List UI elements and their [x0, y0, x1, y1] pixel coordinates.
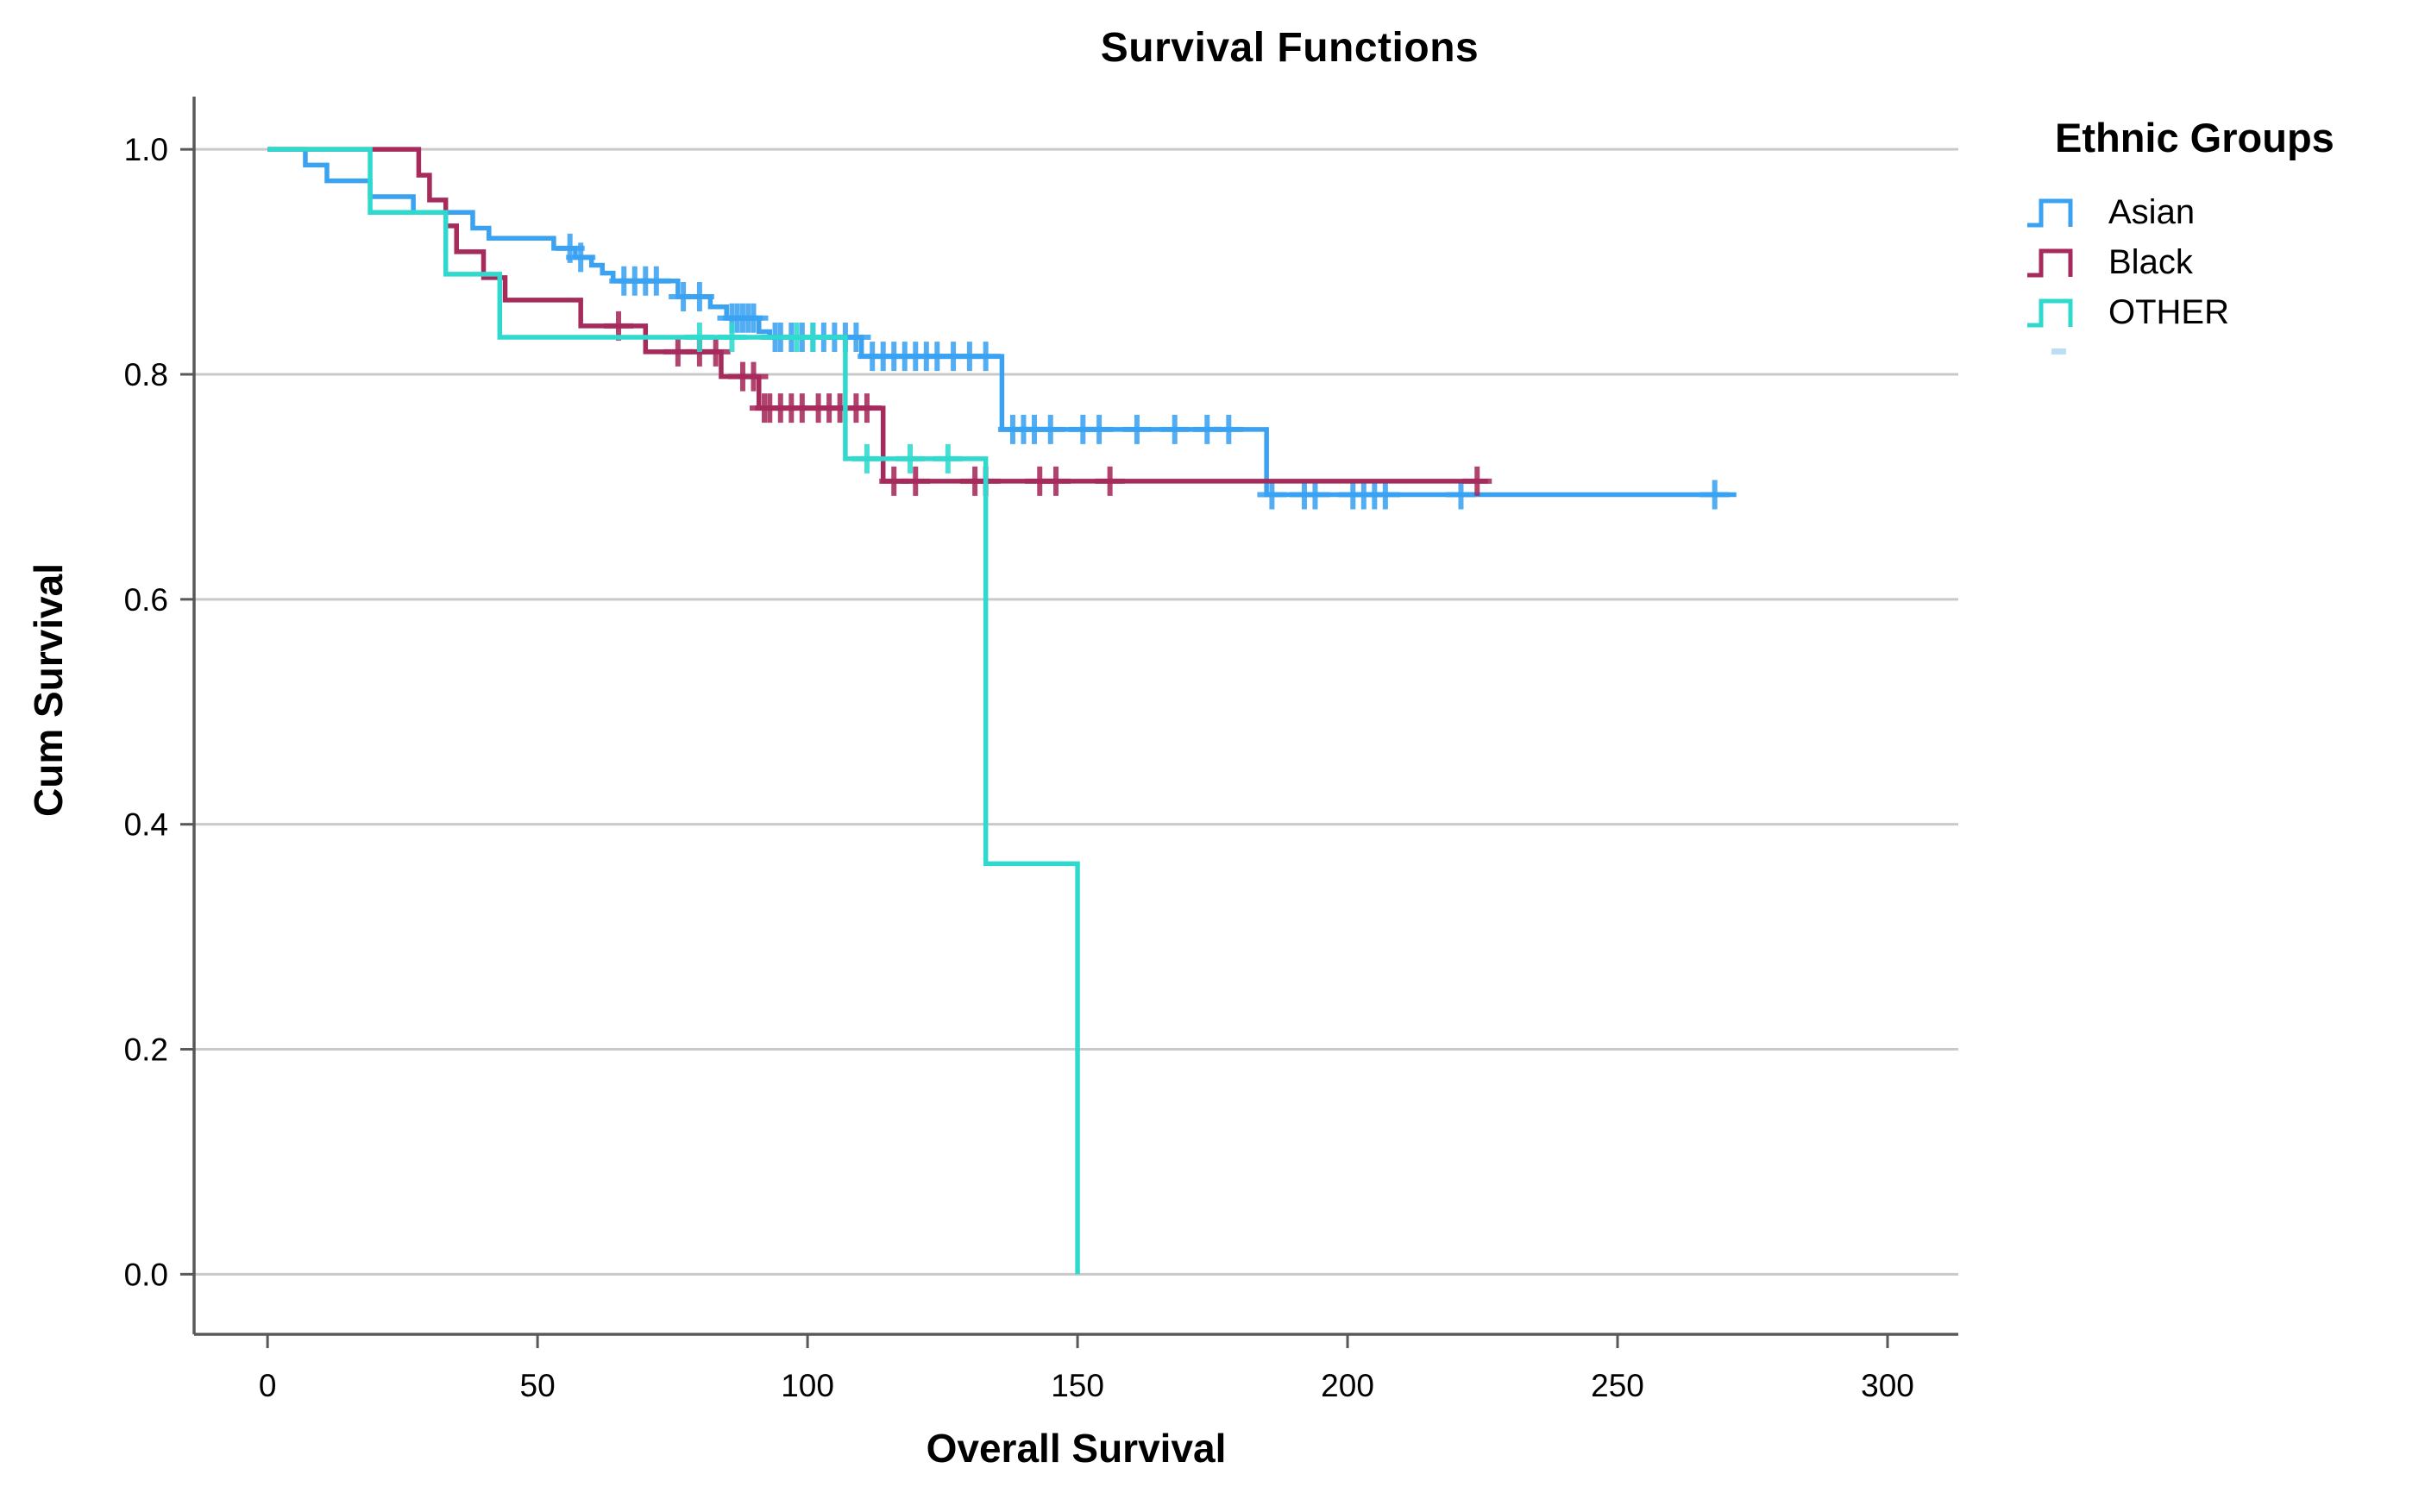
x-tick-label: 300: [1861, 1368, 1914, 1403]
x-tick-label: 0: [259, 1368, 277, 1403]
y-tick-label: 0.8: [124, 357, 168, 392]
x-axis-title: Overall Survival: [926, 1426, 1227, 1471]
other-step-line-icon: [2027, 298, 2073, 328]
x-tick-label: 150: [1051, 1368, 1104, 1403]
y-tick-label: 0.2: [124, 1032, 168, 1068]
legend-extra-mark: [2051, 348, 2066, 354]
legend-label-other: OTHER: [2108, 292, 2229, 331]
y-tick-label: 1.0: [124, 132, 168, 167]
legend-item-black: Black: [2026, 237, 2422, 287]
x-tick-label: 50: [520, 1368, 556, 1403]
legend: Ethnic Groups Asian Black OTHER: [2026, 114, 2422, 354]
legend-label-black: Black: [2108, 242, 2193, 281]
black-step-line-icon: [2027, 248, 2073, 278]
legend-title: Ethnic Groups: [2055, 115, 2334, 160]
series-black: [267, 147, 1488, 484]
x-tick-label: 200: [1321, 1368, 1374, 1403]
legend-item-other: OTHER: [2026, 287, 2422, 337]
legend-item-asian: Asian: [2026, 187, 2422, 237]
series-asian: [267, 147, 1737, 498]
series-other: [267, 147, 1080, 1275]
asian-step-line-icon: [2027, 198, 2073, 228]
y-tick-label: 0.0: [124, 1257, 168, 1292]
legend-label-asian: Asian: [2108, 192, 2196, 231]
chart-title: Survival Functions: [1100, 25, 1480, 71]
x-tick-label: 100: [781, 1368, 834, 1403]
x-tick-label: 250: [1591, 1368, 1644, 1403]
y-tick-label: 0.6: [124, 582, 168, 618]
y-tick-label: 0.4: [124, 807, 168, 843]
